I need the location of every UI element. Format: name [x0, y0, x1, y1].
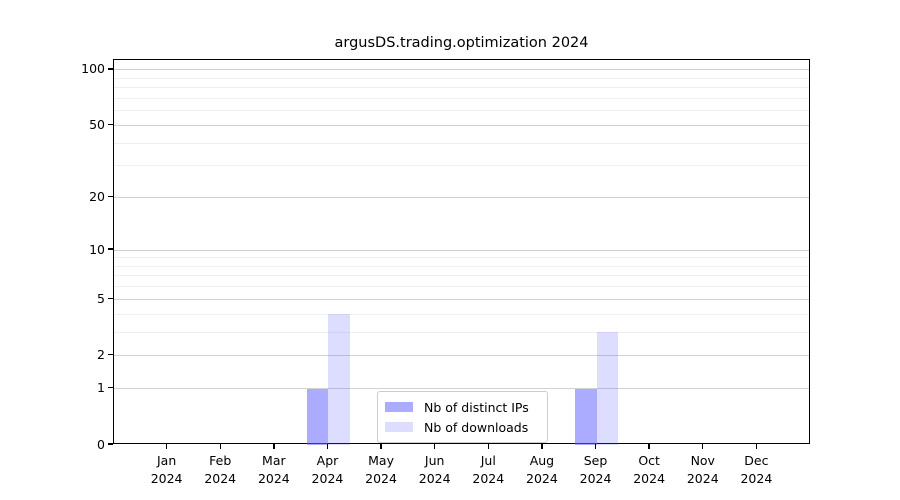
y-gridline-major: [114, 69, 809, 71]
bar-distinct-ips: [306, 388, 329, 445]
x-tick-month: Oct: [638, 453, 660, 468]
x-tick-year: 2024: [740, 470, 773, 486]
x-tick-mark: [702, 444, 704, 449]
y-tick-mark: [108, 297, 113, 300]
y-tick-label: 1: [97, 380, 105, 396]
y-gridline-major: [114, 298, 809, 300]
y-gridline-minor: [114, 142, 809, 144]
x-tick-month: Apr: [316, 453, 339, 468]
x-tick-month: Jun: [424, 453, 445, 468]
y-tick-mark: [108, 386, 113, 389]
y-tick-label: 5: [97, 290, 105, 306]
legend-swatch-downloads-icon: [385, 422, 413, 432]
x-tick-label: Apr 2024: [292, 452, 362, 487]
plot-area: [113, 59, 810, 445]
y-gridline-minor: [114, 265, 809, 267]
x-tick-month: Jul: [480, 453, 496, 468]
x-tick-month: Aug: [529, 453, 555, 468]
y-tick-label: 10: [89, 241, 105, 257]
x-tick-year: 2024: [472, 470, 505, 486]
y-gridline-major: [114, 249, 809, 251]
y-gridline-minor: [114, 165, 809, 167]
y-tick-mark: [108, 353, 113, 356]
x-tick-label: Aug 2024: [507, 452, 577, 487]
x-tick-year: 2024: [633, 470, 666, 486]
y-gridline-minor: [114, 313, 809, 315]
y-gridline-major: [114, 197, 809, 198]
bar-downloads: [596, 332, 619, 445]
bar-distinct-ips: [575, 388, 597, 445]
x-tick-year: 2024: [150, 470, 183, 486]
x-tick-mark: [433, 444, 436, 449]
x-tick-label: Sep 2024: [561, 452, 631, 487]
y-tick-mark: [108, 68, 113, 70]
legend-swatch-distinct-ips-icon: [385, 402, 413, 412]
y-tick-label: 100: [81, 61, 105, 77]
legend-entry-distinct-ips: Nb of distinct IPs: [385, 397, 540, 417]
legend-label-distinct-ips: Nb of distinct IPs: [424, 399, 529, 415]
chart-title: argusDS.trading.optimization 2024: [334, 35, 589, 51]
y-tick-mark: [108, 123, 113, 126]
x-tick-label: Jun 2024: [400, 452, 470, 487]
y-tick-mark: [108, 248, 113, 250]
y-gridline-major: [114, 388, 809, 390]
x-tick-mark: [755, 444, 758, 449]
x-tick-year: 2024: [686, 470, 719, 486]
legend-entry-downloads: Nb of downloads: [385, 417, 540, 437]
x-tick-mark: [648, 444, 650, 449]
x-tick-mark: [380, 444, 382, 449]
x-tick-label: Jan 2024: [132, 452, 202, 487]
x-tick-month: May: [368, 453, 394, 468]
x-tick-mark: [326, 444, 329, 449]
y-gridline-minor: [114, 97, 809, 99]
x-tick-mark: [165, 444, 168, 449]
x-tick-label: Nov 2024: [668, 452, 738, 487]
y-gridline-minor: [114, 110, 809, 112]
x-tick-year: 2024: [418, 470, 451, 486]
x-tick-year: 2024: [257, 470, 290, 486]
y-tick-label: 50: [89, 116, 105, 132]
x-tick-year: 2024: [526, 470, 558, 486]
y-tick-mark: [108, 195, 113, 198]
x-tick-year: 2024: [365, 470, 397, 486]
x-tick-label: Dec 2024: [721, 452, 791, 487]
y-tick-label: 2: [97, 347, 105, 363]
y-gridline-major: [114, 124, 809, 126]
x-tick-year: 2024: [204, 470, 237, 486]
x-tick-month: Feb: [209, 453, 232, 468]
x-tick-mark: [273, 444, 275, 449]
x-tick-mark: [541, 444, 543, 449]
x-tick-mark: [487, 444, 489, 449]
y-gridline-minor: [114, 286, 809, 288]
y-gridline-minor: [114, 257, 809, 259]
y-gridline-minor: [114, 77, 809, 79]
legend: Nb of distinct IPs Nb of downloads: [377, 391, 548, 443]
x-tick-label: Oct 2024: [614, 452, 684, 487]
y-gridline-minor: [114, 331, 809, 333]
y-tick-mark: [108, 443, 113, 445]
x-tick-month: Mar: [262, 453, 286, 468]
x-tick-month: Dec: [744, 453, 769, 468]
x-tick-label: Feb 2024: [185, 452, 255, 487]
x-tick-year: 2024: [579, 470, 612, 486]
x-tick-year: 2024: [311, 470, 344, 486]
legend-label-downloads: Nb of downloads: [424, 419, 529, 435]
y-tick-label: 20: [89, 189, 105, 204]
x-tick-mark: [594, 444, 597, 449]
x-tick-label: Mar 2024: [239, 452, 309, 487]
y-gridline-minor: [114, 87, 809, 89]
x-tick-month: Sep: [583, 453, 608, 468]
x-tick-label: May 2024: [346, 452, 416, 487]
y-tick-label: 0: [97, 436, 105, 452]
bar-downloads: [328, 314, 350, 445]
y-gridline-major: [114, 355, 809, 357]
x-tick-mark: [219, 444, 221, 449]
x-tick-label: Jul 2024: [453, 452, 523, 487]
x-tick-month: Nov: [690, 453, 715, 468]
x-tick-month: Jan: [156, 453, 177, 468]
y-gridline-minor: [114, 275, 809, 277]
